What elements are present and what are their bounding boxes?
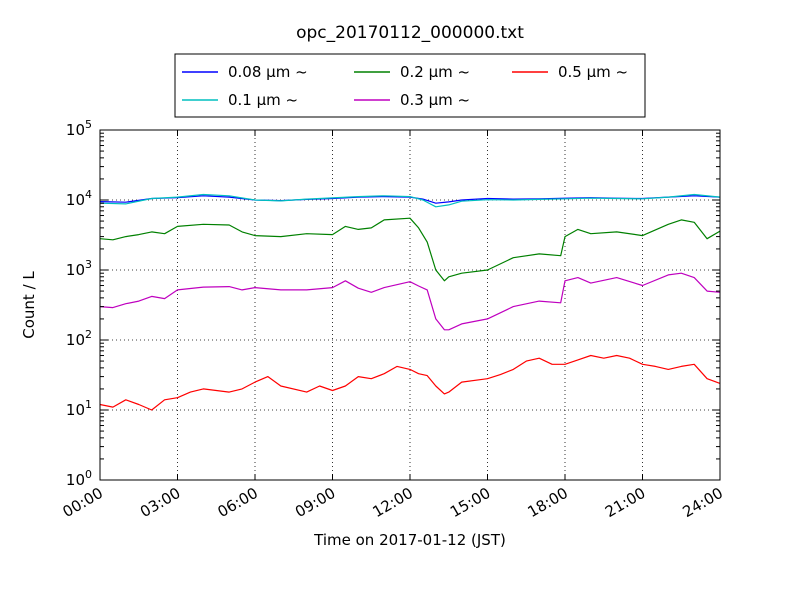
y-tick-label: 104 — [66, 188, 92, 209]
series-line-3 — [99, 217, 721, 282]
legend-frame — [174, 53, 646, 118]
y-tick-label: 103 — [66, 258, 92, 279]
y-tick-label: 100 — [66, 468, 92, 489]
grid-lines — [100, 130, 720, 480]
y-tick-base: 10 — [66, 121, 85, 139]
chart-title: opc_20170112_000000.txt — [296, 23, 524, 43]
legend-label: 0.3 μm ~ — [400, 91, 470, 109]
series-line-4 — [99, 272, 721, 331]
x-axis-label: Time on 2017-01-12 (JST) — [313, 531, 506, 549]
y-tick-exponent: 5 — [85, 118, 92, 131]
y-tick-exponent: 4 — [85, 188, 92, 201]
legend-label: 0.5 μm ~ — [558, 63, 628, 81]
series-layer — [99, 193, 721, 411]
y-tick-label: 105 — [66, 118, 92, 139]
y-tick-exponent: 3 — [85, 258, 92, 271]
y-tick-base: 10 — [66, 261, 85, 279]
series-line-5 — [99, 354, 721, 411]
y-tick-exponent: 0 — [85, 468, 92, 481]
y-tick-label: 102 — [66, 328, 92, 349]
y-tick-exponent: 2 — [85, 328, 92, 341]
y-tick-base: 10 — [66, 191, 85, 209]
series-line-2 — [99, 193, 721, 208]
legend: 0.08 μm ~ 0.1 μm ~ 0.2 μm ~ 0.3 μm ~ 0.5 μm … — [174, 53, 646, 118]
y-tick-label: 101 — [66, 398, 92, 419]
y-tick-base: 10 — [66, 471, 85, 489]
legend-label: 0.08 μm ~ — [228, 63, 308, 81]
y-axis-label: Count / L — [20, 271, 38, 339]
legend-label: 0.1 μm ~ — [228, 91, 298, 109]
y-tick-base: 10 — [66, 401, 85, 419]
y-tick-base: 10 — [66, 331, 85, 349]
y-tick-exponent: 1 — [85, 398, 92, 411]
legend-label: 0.2 μm ~ — [400, 63, 470, 81]
